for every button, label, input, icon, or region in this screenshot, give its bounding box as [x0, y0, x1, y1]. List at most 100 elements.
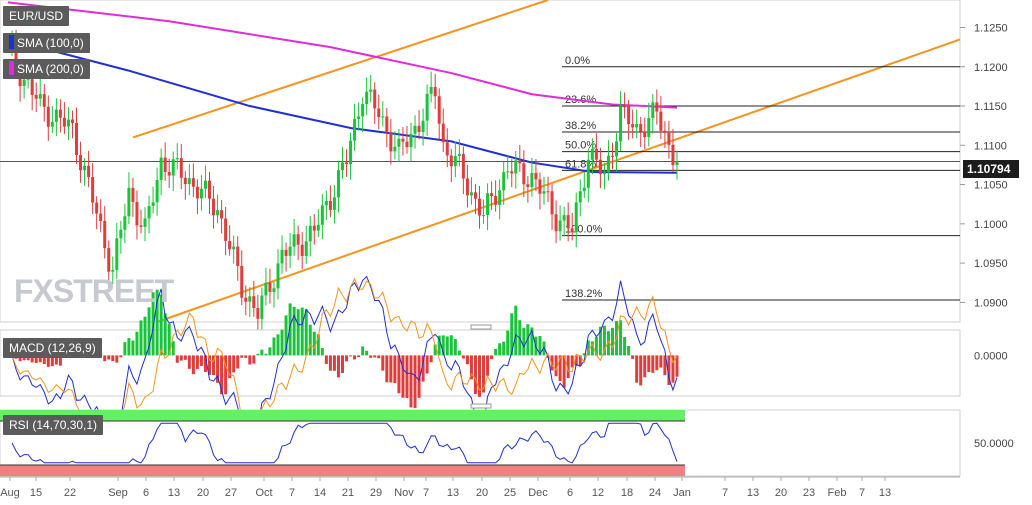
candle-body — [131, 187, 135, 202]
candle-body — [635, 124, 639, 128]
candle-body — [50, 121, 54, 127]
macd-histogram-bar — [135, 331, 139, 356]
candle-body — [550, 191, 554, 215]
macd-histogram-bar — [611, 328, 614, 356]
macd-histogram-bar — [550, 355, 554, 371]
sma200-label[interactable]: SMA (200,0) — [3, 59, 90, 79]
macd-histogram-bar — [457, 350, 461, 356]
macd-histogram-bar — [623, 336, 627, 356]
macd-histogram-bar — [187, 355, 191, 369]
candle-body — [240, 265, 244, 298]
candle-body — [357, 116, 361, 119]
macd-histogram-bar — [179, 355, 183, 361]
candle-body — [143, 218, 147, 227]
fibonacci-retracement: 0.0%23.6%38.2%50.0%61.8%100.0%138.2% — [562, 55, 960, 301]
channel-lines — [132, 0, 961, 323]
macd-histogram-bar — [449, 335, 453, 356]
macd-histogram-bar — [199, 355, 203, 366]
macd-histogram-bar — [288, 303, 292, 356]
macd-histogram-bar — [619, 320, 623, 356]
candle-body — [602, 172, 606, 175]
sma100-line — [7, 38, 677, 174]
candle-body — [91, 176, 95, 203]
candle-body — [320, 205, 324, 225]
macd-histogram-bar — [357, 355, 361, 358]
candle-body — [212, 198, 216, 216]
candle-body — [183, 177, 187, 185]
macd-histogram-bar — [260, 349, 264, 356]
candle-body — [606, 155, 610, 173]
candle-body — [659, 111, 663, 131]
candle-body — [203, 180, 207, 189]
macd-histogram-bar — [385, 355, 389, 383]
candle-body — [554, 214, 558, 232]
x-tick-label: 6 — [567, 487, 573, 499]
candle-body — [675, 161, 679, 166]
candle-body — [369, 89, 373, 92]
candle-body — [199, 188, 203, 199]
candle-body — [469, 192, 473, 196]
candle-body — [522, 163, 526, 185]
candle-body — [167, 172, 171, 176]
macd-histogram-bar — [582, 353, 586, 356]
candle-body — [292, 234, 296, 247]
x-tick-label: 13 — [747, 487, 759, 499]
macd-histogram-bar — [482, 355, 486, 393]
macd-histogram-bar — [183, 355, 187, 360]
candle-body — [409, 133, 413, 148]
macd-histogram-bar — [195, 355, 199, 369]
candle-body — [155, 179, 159, 203]
macd-histogram-bar — [220, 355, 224, 395]
candle-body — [538, 179, 542, 194]
candle-body — [643, 131, 647, 137]
candle-body — [95, 202, 99, 214]
candle-body — [437, 96, 441, 124]
x-tick-label: Aug — [0, 487, 20, 499]
candle-body — [663, 130, 667, 133]
candle-body — [586, 159, 590, 188]
candle-body — [361, 104, 365, 117]
macd-histogram-bar — [554, 355, 558, 377]
candle-body — [103, 220, 107, 249]
x-tick-label: 7 — [289, 487, 295, 499]
candle-body — [655, 102, 659, 112]
macd-histogram-bar — [244, 355, 248, 358]
macd-histogram-bar — [498, 343, 502, 356]
macd-histogram-bar — [602, 325, 606, 356]
macd-histogram-bar — [212, 355, 216, 375]
macd-histogram-bar — [115, 355, 119, 363]
channel-upper-line — [132, 0, 549, 139]
candle-body — [349, 140, 353, 165]
candle-body — [373, 89, 377, 109]
candle-body — [288, 246, 292, 256]
candle-body — [667, 132, 671, 145]
candle-body — [389, 131, 393, 152]
candle-body — [127, 187, 131, 217]
candle-body — [272, 288, 276, 292]
candle-body — [623, 106, 627, 108]
candle-body — [570, 228, 574, 233]
candle-body — [30, 79, 34, 95]
macd-histogram-bar — [377, 355, 381, 359]
x-tick-label: 25 — [504, 487, 516, 499]
macd-histogram-bar — [296, 309, 300, 356]
candle-body — [54, 109, 58, 122]
x-tick-label: 13 — [168, 487, 180, 499]
macd-label[interactable]: MACD (12,26,9) — [3, 338, 102, 358]
symbol-label: EUR/USD — [3, 6, 70, 26]
fib-level-label: 50.0% — [565, 140, 596, 152]
price-tick-label: 1.1000 — [974, 219, 1008, 231]
macd-histogram-bar — [240, 355, 244, 358]
sma100-label[interactable]: SMA (100,0) — [3, 33, 90, 53]
rsi-label[interactable]: RSI (14,70,30,1) — [3, 415, 104, 435]
candle-body — [627, 106, 631, 125]
macd-histogram-bar — [340, 355, 344, 374]
rsi-tick-label: 50.0000 — [974, 438, 1014, 450]
candle-body — [316, 224, 320, 231]
rsi-oversold-zone — [0, 465, 685, 476]
candle-body — [365, 91, 369, 105]
candle-body — [87, 165, 91, 177]
x-tick-label: 14 — [314, 487, 326, 499]
candle-body — [631, 124, 635, 128]
